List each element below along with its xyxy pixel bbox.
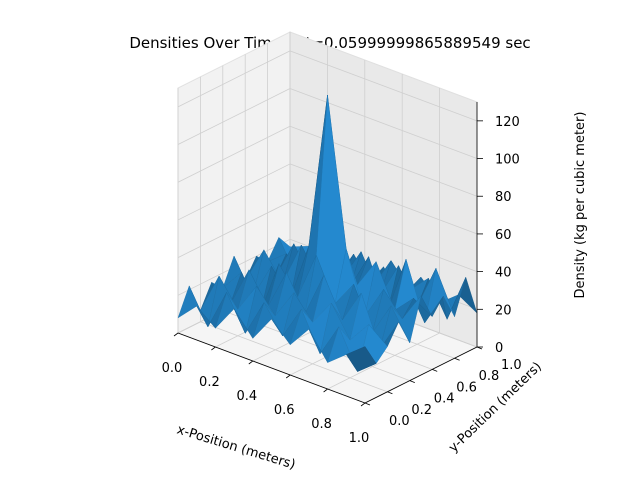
z-tick-label: 80 bbox=[495, 190, 512, 205]
x-axis-label: x-Position (meters) bbox=[175, 422, 297, 472]
y-tick-mark bbox=[409, 380, 415, 383]
y-tick-mark bbox=[432, 369, 438, 372]
y-tick-label: 0.4 bbox=[434, 392, 455, 407]
z-grid-left bbox=[177, 88, 291, 145]
y-tick-label: 1.0 bbox=[501, 358, 522, 373]
x-grid-floor bbox=[327, 332, 440, 390]
z-grid-back bbox=[289, 88, 478, 159]
y-tick-label: 0.2 bbox=[411, 403, 432, 418]
x-tick-label: 0.6 bbox=[274, 403, 295, 418]
x-tick-mark bbox=[173, 332, 179, 337]
z-axis-label: Density (kg per cubic meter) bbox=[573, 112, 588, 299]
x-tick-mark bbox=[211, 346, 216, 351]
z-grid-back bbox=[289, 50, 478, 122]
x-tick-label: 0.8 bbox=[311, 417, 332, 432]
y-tick-mark bbox=[454, 357, 460, 361]
y-tick-label: 0.0 bbox=[389, 414, 410, 429]
x-tick-mark bbox=[323, 388, 328, 393]
surface-plot bbox=[177, 94, 478, 373]
y-tick-label: 0.8 bbox=[479, 369, 500, 384]
axis-lines bbox=[177, 102, 478, 404]
x-tick-mark bbox=[248, 360, 254, 365]
z-grid-left bbox=[177, 163, 291, 221]
z-grid-left bbox=[177, 125, 291, 183]
y-grid-floor bbox=[200, 321, 388, 393]
z-tick-label: 60 bbox=[495, 228, 512, 243]
x-tick-label: 0.2 bbox=[199, 375, 220, 390]
x-tick-mark bbox=[285, 374, 291, 379]
z-tick-label: 20 bbox=[495, 303, 512, 318]
z-tick-label: 100 bbox=[495, 153, 520, 168]
x-tick-label: 0.4 bbox=[236, 389, 257, 404]
y-axis-line bbox=[364, 346, 478, 404]
y-tick-label: 0.6 bbox=[456, 380, 477, 395]
z-tick-label: 40 bbox=[495, 266, 512, 281]
x-tick-label: 0.0 bbox=[162, 361, 183, 376]
y-tick-mark bbox=[364, 402, 371, 406]
chart-title: Densities Over Time at t=0.0599999986588… bbox=[129, 34, 531, 52]
tick-labels: 0.00.20.40.60.81.00.00.20.40.60.81.00204… bbox=[162, 115, 522, 446]
z-grid-left bbox=[177, 50, 291, 108]
y-tick-mark bbox=[387, 391, 393, 395]
x-tick-mark bbox=[360, 402, 366, 407]
z-grid-left bbox=[177, 201, 291, 258]
x-axis-line bbox=[177, 332, 366, 404]
z-tick-label: 0 bbox=[495, 341, 503, 356]
z-tick-label: 120 bbox=[495, 115, 520, 130]
surface-cell bbox=[346, 346, 377, 372]
z-grid-back bbox=[289, 125, 478, 197]
x-tick-label: 1.0 bbox=[349, 431, 370, 446]
